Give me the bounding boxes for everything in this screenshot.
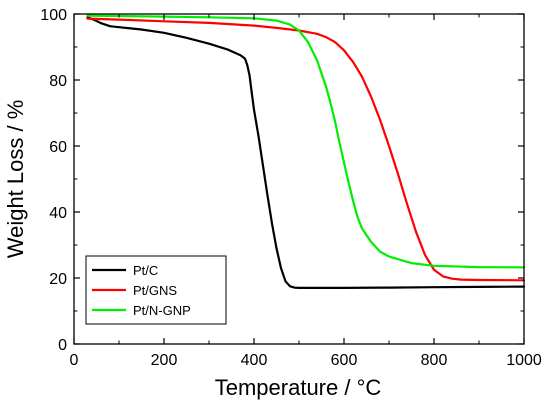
- y-tick-label: 60: [49, 139, 67, 156]
- y-tick-label: 0: [58, 337, 67, 354]
- series-line-pt-n-gnp: [86, 14, 526, 269]
- x-tick-label: 200: [151, 352, 178, 369]
- legend-label-pt-c: Pt/C: [133, 263, 158, 278]
- x-tick-label: 600: [331, 352, 358, 369]
- series-line-pt-gns: [86, 17, 526, 282]
- x-tick-label: 1000: [506, 352, 542, 369]
- x-tick-label: 400: [241, 352, 268, 369]
- y-tick-label: 40: [49, 205, 67, 222]
- x-tick-label: 0: [70, 352, 79, 369]
- y-tick-label: 100: [40, 7, 67, 24]
- series-line-pt-c: [86, 16, 526, 289]
- legend-label-pt-n-gnp: Pt/N-GNP: [133, 303, 191, 318]
- y-axis-title: Weight Loss / %: [3, 100, 28, 259]
- legend-label-pt-gns: Pt/GNS: [133, 283, 177, 298]
- x-tick-label: 800: [421, 352, 448, 369]
- x-axis-title: Temperature / °C: [215, 375, 382, 400]
- y-tick-label: 20: [49, 271, 67, 288]
- y-tick-label: 80: [49, 73, 67, 90]
